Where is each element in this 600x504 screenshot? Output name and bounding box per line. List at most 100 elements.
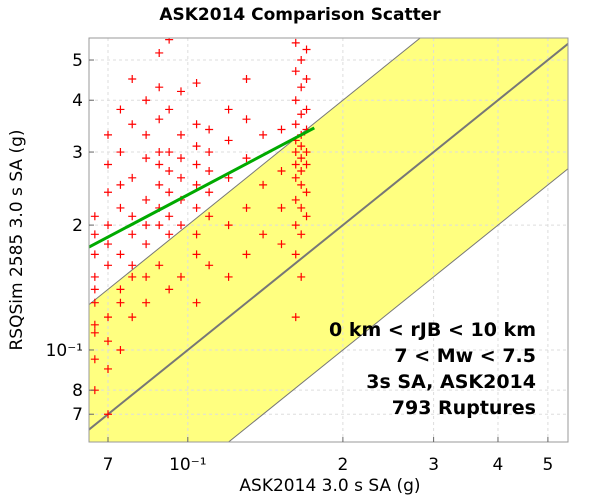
point: [104, 240, 113, 249]
x-tick-label: 2: [337, 455, 348, 475]
point: [128, 272, 137, 281]
point: [291, 148, 300, 157]
point: [128, 120, 137, 129]
point: [224, 105, 233, 114]
x-tick-label: 3: [428, 455, 439, 475]
point: [142, 240, 151, 249]
point: [291, 120, 300, 129]
point: [277, 203, 286, 212]
point: [90, 212, 99, 221]
point: [297, 142, 306, 151]
point: [165, 230, 174, 239]
point: [155, 115, 164, 124]
point: [176, 221, 185, 230]
point: [90, 298, 99, 307]
point: [297, 203, 306, 212]
point: [142, 221, 151, 230]
point: [297, 167, 306, 176]
point: [291, 173, 300, 182]
point: [142, 298, 151, 307]
y-tick-label: 2: [72, 216, 83, 236]
point: [116, 180, 125, 189]
point: [128, 173, 137, 182]
point: [302, 160, 311, 169]
point: [259, 180, 268, 189]
point: [116, 105, 125, 114]
point: [165, 167, 174, 176]
point: [90, 285, 99, 294]
fit-line: [89, 126, 315, 249]
point: [116, 285, 125, 294]
point: [165, 148, 174, 157]
point: [224, 136, 233, 145]
point: [165, 38, 174, 44]
point: [259, 130, 268, 139]
point: [155, 148, 164, 157]
point: [259, 230, 268, 239]
y-tick-label: 4: [72, 91, 83, 111]
point: [104, 130, 113, 139]
point: [116, 345, 125, 354]
point: [291, 195, 300, 204]
point: [302, 74, 311, 83]
point: [291, 160, 300, 169]
annotation: 3s SA, ASK2014: [366, 371, 536, 393]
point: [104, 313, 113, 322]
point: [242, 203, 251, 212]
chart-title: ASK2014 Comparison Scatter: [159, 5, 441, 25]
point: [116, 148, 125, 157]
point: [205, 261, 214, 270]
point: [192, 230, 201, 239]
point: [302, 212, 311, 221]
point: [205, 212, 214, 221]
point: [116, 250, 125, 259]
point: [291, 221, 300, 230]
point: [302, 45, 311, 54]
point: [128, 313, 137, 322]
point: [155, 180, 164, 189]
point: [192, 120, 201, 129]
point: [242, 115, 251, 124]
point: [90, 250, 99, 259]
point: [90, 328, 99, 337]
point: [224, 221, 233, 230]
point: [291, 67, 300, 76]
point: [176, 87, 185, 96]
point: [90, 230, 99, 239]
point: [291, 96, 300, 105]
point: [155, 261, 164, 270]
point: [142, 130, 151, 139]
point: [192, 160, 201, 169]
annotation: 793 Ruptures: [392, 397, 536, 419]
point: [128, 230, 137, 239]
band-edge: [89, 38, 421, 306]
point: [224, 173, 233, 182]
point: [116, 298, 125, 307]
point: [128, 212, 137, 221]
point: [104, 221, 113, 230]
point: [155, 48, 164, 57]
y-tick-label: 7: [72, 405, 83, 425]
point: [192, 250, 201, 259]
point: [192, 298, 201, 307]
y-tick-label: 10⁻¹: [46, 341, 83, 361]
point: [142, 272, 151, 281]
point: [302, 148, 311, 157]
point: [165, 188, 174, 197]
plot-frame: [88, 37, 569, 443]
point: [128, 261, 137, 270]
y-tick-label: 3: [72, 143, 83, 163]
point: [302, 105, 311, 114]
point: [297, 154, 306, 163]
y-tick-label: 8: [72, 381, 83, 401]
point: [297, 110, 306, 119]
point: [192, 79, 201, 88]
point: [104, 261, 113, 270]
point: [291, 250, 300, 259]
point: [205, 148, 214, 157]
point: [155, 83, 164, 92]
point: [176, 272, 185, 281]
point: [176, 154, 185, 163]
